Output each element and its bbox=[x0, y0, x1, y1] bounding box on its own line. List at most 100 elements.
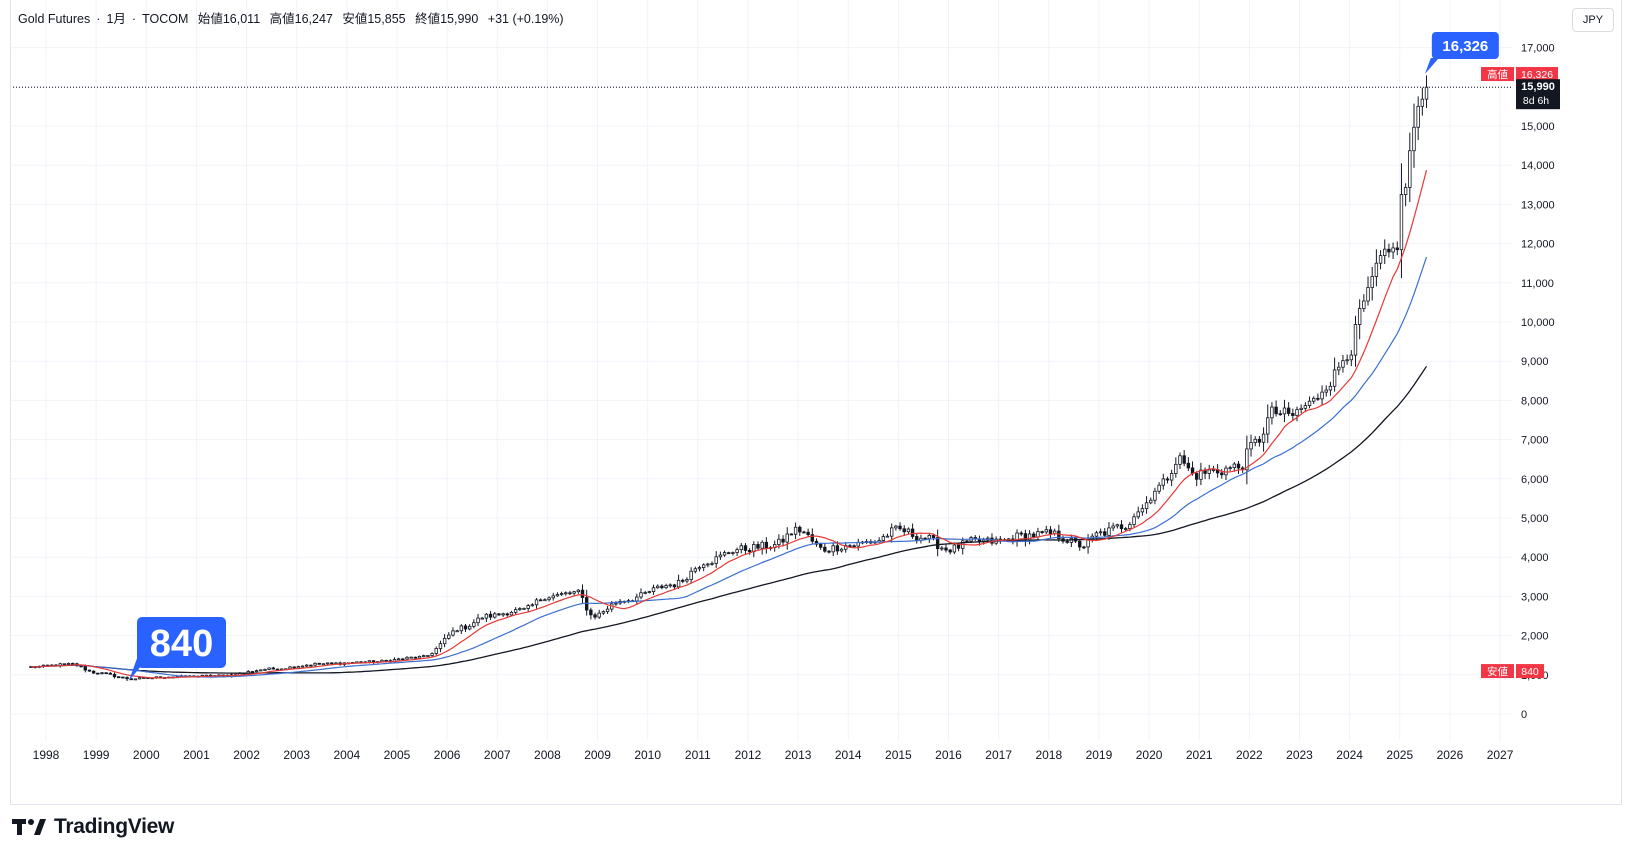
candle bbox=[1203, 467, 1207, 480]
candle-body-up bbox=[518, 608, 522, 611]
candle-body-down bbox=[747, 550, 752, 553]
candle bbox=[309, 664, 313, 667]
candle bbox=[798, 525, 802, 536]
candle-body-down bbox=[802, 531, 806, 534]
candle bbox=[455, 629, 459, 633]
candle-body-down bbox=[104, 672, 108, 675]
x-tick-label: 2019 bbox=[1086, 748, 1113, 762]
candle-body-up bbox=[689, 570, 693, 580]
candle-body-up bbox=[940, 547, 944, 550]
candle-body-up bbox=[1282, 407, 1287, 415]
candle-body-down bbox=[108, 672, 113, 675]
low-value-label: 840 bbox=[1521, 666, 1539, 678]
candle bbox=[806, 528, 810, 537]
candle bbox=[1215, 464, 1220, 478]
candle bbox=[597, 609, 601, 619]
candle bbox=[1123, 527, 1128, 532]
candle-body-up bbox=[1378, 255, 1383, 264]
candle bbox=[676, 574, 681, 590]
candle-body-down bbox=[902, 528, 906, 533]
currency-button[interactable]: JPY bbox=[1572, 8, 1614, 32]
last-price-label: 15,990 bbox=[1521, 81, 1555, 93]
candle bbox=[1320, 385, 1324, 405]
candle-body-down bbox=[1119, 524, 1124, 530]
candle-body-up bbox=[493, 613, 497, 618]
candle bbox=[605, 605, 610, 615]
candle bbox=[317, 662, 321, 665]
candle-body-up bbox=[722, 552, 727, 556]
candle bbox=[1195, 471, 1199, 487]
candle bbox=[442, 634, 447, 648]
y-tick-label: 2,000 bbox=[1521, 631, 1549, 643]
y-tick-label: 10,000 bbox=[1521, 317, 1555, 329]
candle bbox=[781, 535, 785, 546]
symbol-name[interactable]: Gold Futures bbox=[18, 12, 91, 26]
candle bbox=[1224, 465, 1228, 481]
header-separator: · bbox=[131, 12, 137, 26]
candle bbox=[739, 542, 743, 554]
period-label[interactable]: 1月 bbox=[106, 12, 126, 26]
candle-body-up bbox=[1391, 247, 1395, 253]
candle-body-up bbox=[718, 554, 723, 558]
candle-body-down bbox=[275, 668, 280, 671]
candle-body-up bbox=[739, 545, 743, 551]
x-tick-label: 2010 bbox=[634, 748, 661, 762]
candle bbox=[1278, 410, 1282, 416]
candle bbox=[1395, 241, 1399, 256]
candle-body-up bbox=[1261, 433, 1266, 443]
candle bbox=[701, 563, 706, 572]
candle-body-up bbox=[889, 527, 894, 537]
candle bbox=[831, 542, 835, 557]
candle-body-up bbox=[534, 599, 539, 606]
candle bbox=[718, 551, 723, 560]
candle-body-up bbox=[572, 591, 576, 594]
candle-body-up bbox=[1366, 287, 1370, 302]
candle-body-down bbox=[727, 552, 731, 555]
candle-body-down bbox=[931, 534, 936, 539]
candle bbox=[1286, 402, 1291, 417]
candle-body-down bbox=[743, 545, 748, 551]
candle bbox=[1149, 497, 1153, 505]
candle-body-up bbox=[1111, 525, 1115, 529]
x-tick-label: 1998 bbox=[33, 748, 60, 762]
candle-body-up bbox=[1341, 360, 1345, 368]
candle bbox=[1186, 457, 1191, 471]
candle bbox=[593, 612, 597, 620]
candle-body-up bbox=[1307, 400, 1312, 406]
candle bbox=[1086, 534, 1090, 554]
candle-body-down bbox=[62, 663, 67, 666]
candle-body-up bbox=[1115, 524, 1120, 527]
candle bbox=[848, 544, 852, 548]
candle-body-down bbox=[1065, 540, 1069, 543]
candle bbox=[1403, 183, 1408, 207]
candle-body-up bbox=[559, 593, 564, 595]
candle-body-down bbox=[814, 540, 819, 545]
candle-body-up bbox=[597, 612, 601, 618]
candle bbox=[1082, 545, 1086, 550]
candle bbox=[401, 658, 405, 661]
candle bbox=[518, 607, 522, 611]
candle bbox=[802, 530, 806, 534]
moving-average-line bbox=[30, 256, 1428, 678]
candle-body-up bbox=[1136, 511, 1140, 518]
candles bbox=[29, 75, 1429, 682]
candle bbox=[601, 610, 606, 616]
candle-body-up bbox=[706, 563, 710, 566]
tradingview-logo-text: TradingView bbox=[54, 815, 175, 838]
tradingview-logo[interactable]: TradingView bbox=[12, 815, 174, 839]
candle-body-up bbox=[405, 656, 409, 660]
candle bbox=[438, 640, 443, 653]
candle-body-up bbox=[300, 665, 305, 668]
candle bbox=[944, 544, 948, 553]
candle bbox=[1316, 393, 1320, 401]
candle bbox=[752, 541, 756, 558]
x-tick-label: 2027 bbox=[1487, 748, 1514, 762]
candle bbox=[693, 566, 698, 574]
candle-body-down bbox=[1316, 397, 1320, 400]
candle bbox=[756, 541, 760, 551]
candle-body-up bbox=[1094, 532, 1099, 537]
candle bbox=[1132, 513, 1136, 528]
candle-body-up bbox=[1178, 455, 1182, 465]
candle-body-up bbox=[484, 613, 489, 619]
